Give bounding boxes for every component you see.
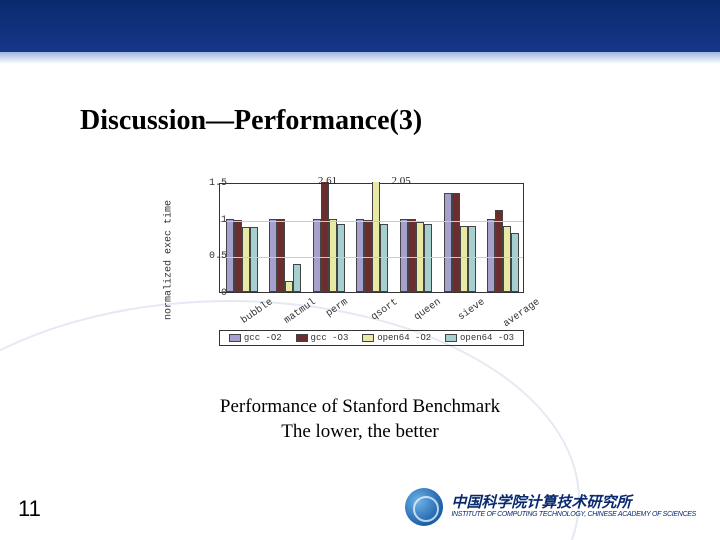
legend-swatch xyxy=(296,334,308,342)
chart-gridline xyxy=(220,257,523,258)
page-number: 11 xyxy=(18,496,41,522)
chart-bar xyxy=(487,219,495,292)
chart-baseline xyxy=(220,221,523,222)
chart-y-tick: 1 xyxy=(199,215,227,226)
chart-bar xyxy=(495,210,503,292)
chart-bar xyxy=(250,227,258,292)
chart-overflow-label: 2.05 xyxy=(392,175,411,187)
chart-bar xyxy=(460,226,468,292)
chart-legend: gcc -O2 gcc -O3 open64 -O2 open64 -O3 xyxy=(219,330,524,346)
chart-y-axis-label: normalized exec time xyxy=(164,200,175,320)
chart-legend-item: gcc -O2 xyxy=(229,333,282,343)
chart-x-tick: qsort xyxy=(369,297,400,323)
page-title: Discussion—Performance(3) xyxy=(80,105,422,137)
chart-bar xyxy=(511,233,519,292)
chart-y-tick: 0 xyxy=(199,288,227,299)
chart-legend-item: gcc -O3 xyxy=(296,333,349,343)
caption-line-2: The lower, the better xyxy=(0,420,720,445)
chart-bar xyxy=(234,220,242,292)
chart-overflow-label: 2.61 xyxy=(318,175,337,187)
legend-label: open64 -O2 xyxy=(377,333,431,343)
chart-plot-area xyxy=(219,183,524,293)
caption-line-1: Performance of Stanford Benchmark xyxy=(0,395,720,420)
chart-x-tick: average xyxy=(502,297,543,330)
legend-swatch xyxy=(445,334,457,342)
logo-text: 中国科学院计算技术研究所 INSTITUTE OF COMPUTING TECH… xyxy=(451,495,696,519)
chart-y-tick: 0.5 xyxy=(199,251,227,262)
chart-caption: Performance of Stanford Benchmark The lo… xyxy=(0,395,720,444)
chart-bar xyxy=(285,281,293,292)
chart-x-tick: bubble xyxy=(239,297,275,327)
chart-x-tick: sieve xyxy=(456,297,487,323)
footer-logo: 中国科学院计算技术研究所 INSTITUTE OF COMPUTING TECH… xyxy=(405,488,696,526)
chart-bar xyxy=(277,219,285,292)
chart-x-tick: perm xyxy=(324,297,350,320)
chart-bar xyxy=(293,264,301,292)
chart-bar xyxy=(408,219,416,292)
chart-bar xyxy=(329,219,337,292)
logo-icon xyxy=(405,488,443,526)
chart-bar xyxy=(356,219,364,292)
chart-bars-container xyxy=(220,184,523,292)
header-band-light xyxy=(0,52,720,64)
logo-text-cn: 中国科学院计算技术研究所 xyxy=(451,495,696,512)
chart-bar xyxy=(452,193,460,292)
chart-bar xyxy=(364,220,372,292)
chart-bar xyxy=(242,227,250,292)
chart-bar xyxy=(269,219,277,292)
chart-x-tick: matmul xyxy=(283,297,319,327)
legend-label: gcc -O3 xyxy=(311,333,349,343)
legend-swatch xyxy=(229,334,241,342)
header-band-dark xyxy=(0,0,720,52)
chart-y-tick: 1.5 xyxy=(199,178,227,189)
legend-swatch xyxy=(362,334,374,342)
logo-text-en: INSTITUTE OF COMPUTING TECHNOLOGY, CHINE… xyxy=(451,511,696,519)
slide: Discussion—Performance(3) normalized exe… xyxy=(0,0,720,540)
chart-bar xyxy=(503,226,511,292)
chart-bar xyxy=(321,182,329,292)
chart-x-tick: queen xyxy=(412,297,443,323)
legend-label: gcc -O2 xyxy=(244,333,282,343)
legend-label: open64 -O3 xyxy=(460,333,514,343)
chart-bar xyxy=(313,219,321,292)
chart-legend-item: open64 -O2 xyxy=(362,333,431,343)
chart-bar xyxy=(400,219,408,292)
chart-bar xyxy=(444,193,452,292)
chart-bar xyxy=(468,226,476,292)
chart-bar xyxy=(372,182,380,292)
header-band xyxy=(0,0,720,64)
chart-legend-item: open64 -O3 xyxy=(445,333,514,343)
performance-chart: normalized exec time gcc -O2gcc -O3open6… xyxy=(177,175,537,345)
